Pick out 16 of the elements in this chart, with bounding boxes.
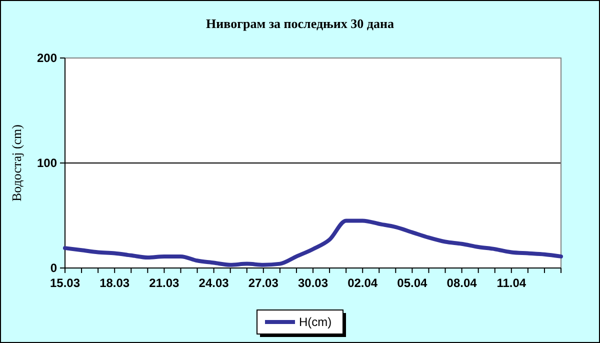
y-tick-label: 0: [50, 261, 58, 275]
y-tick-label: 200: [36, 51, 58, 65]
x-tick-label: 08.04: [446, 276, 478, 290]
x-tick-label: 05.04: [397, 276, 428, 290]
x-tick-label: 11.04: [496, 276, 526, 290]
y-tick-label: 100: [36, 156, 58, 170]
x-tick-label: 18.03: [100, 276, 130, 290]
x-tick-label: 21.03: [149, 276, 180, 290]
x-tick-label: 02.04: [348, 276, 378, 290]
x-tick-label: 30.03: [298, 276, 328, 290]
x-tick-label: 15.03: [50, 276, 80, 290]
y-axis-title: Водостај (cm): [9, 124, 24, 202]
chart-title: Нивограм за последњих 30 дана: [206, 16, 394, 31]
x-tick-label: 27.03: [248, 276, 279, 290]
legend-label: H(cm): [299, 315, 332, 329]
x-tick-label: 24.03: [198, 276, 230, 290]
